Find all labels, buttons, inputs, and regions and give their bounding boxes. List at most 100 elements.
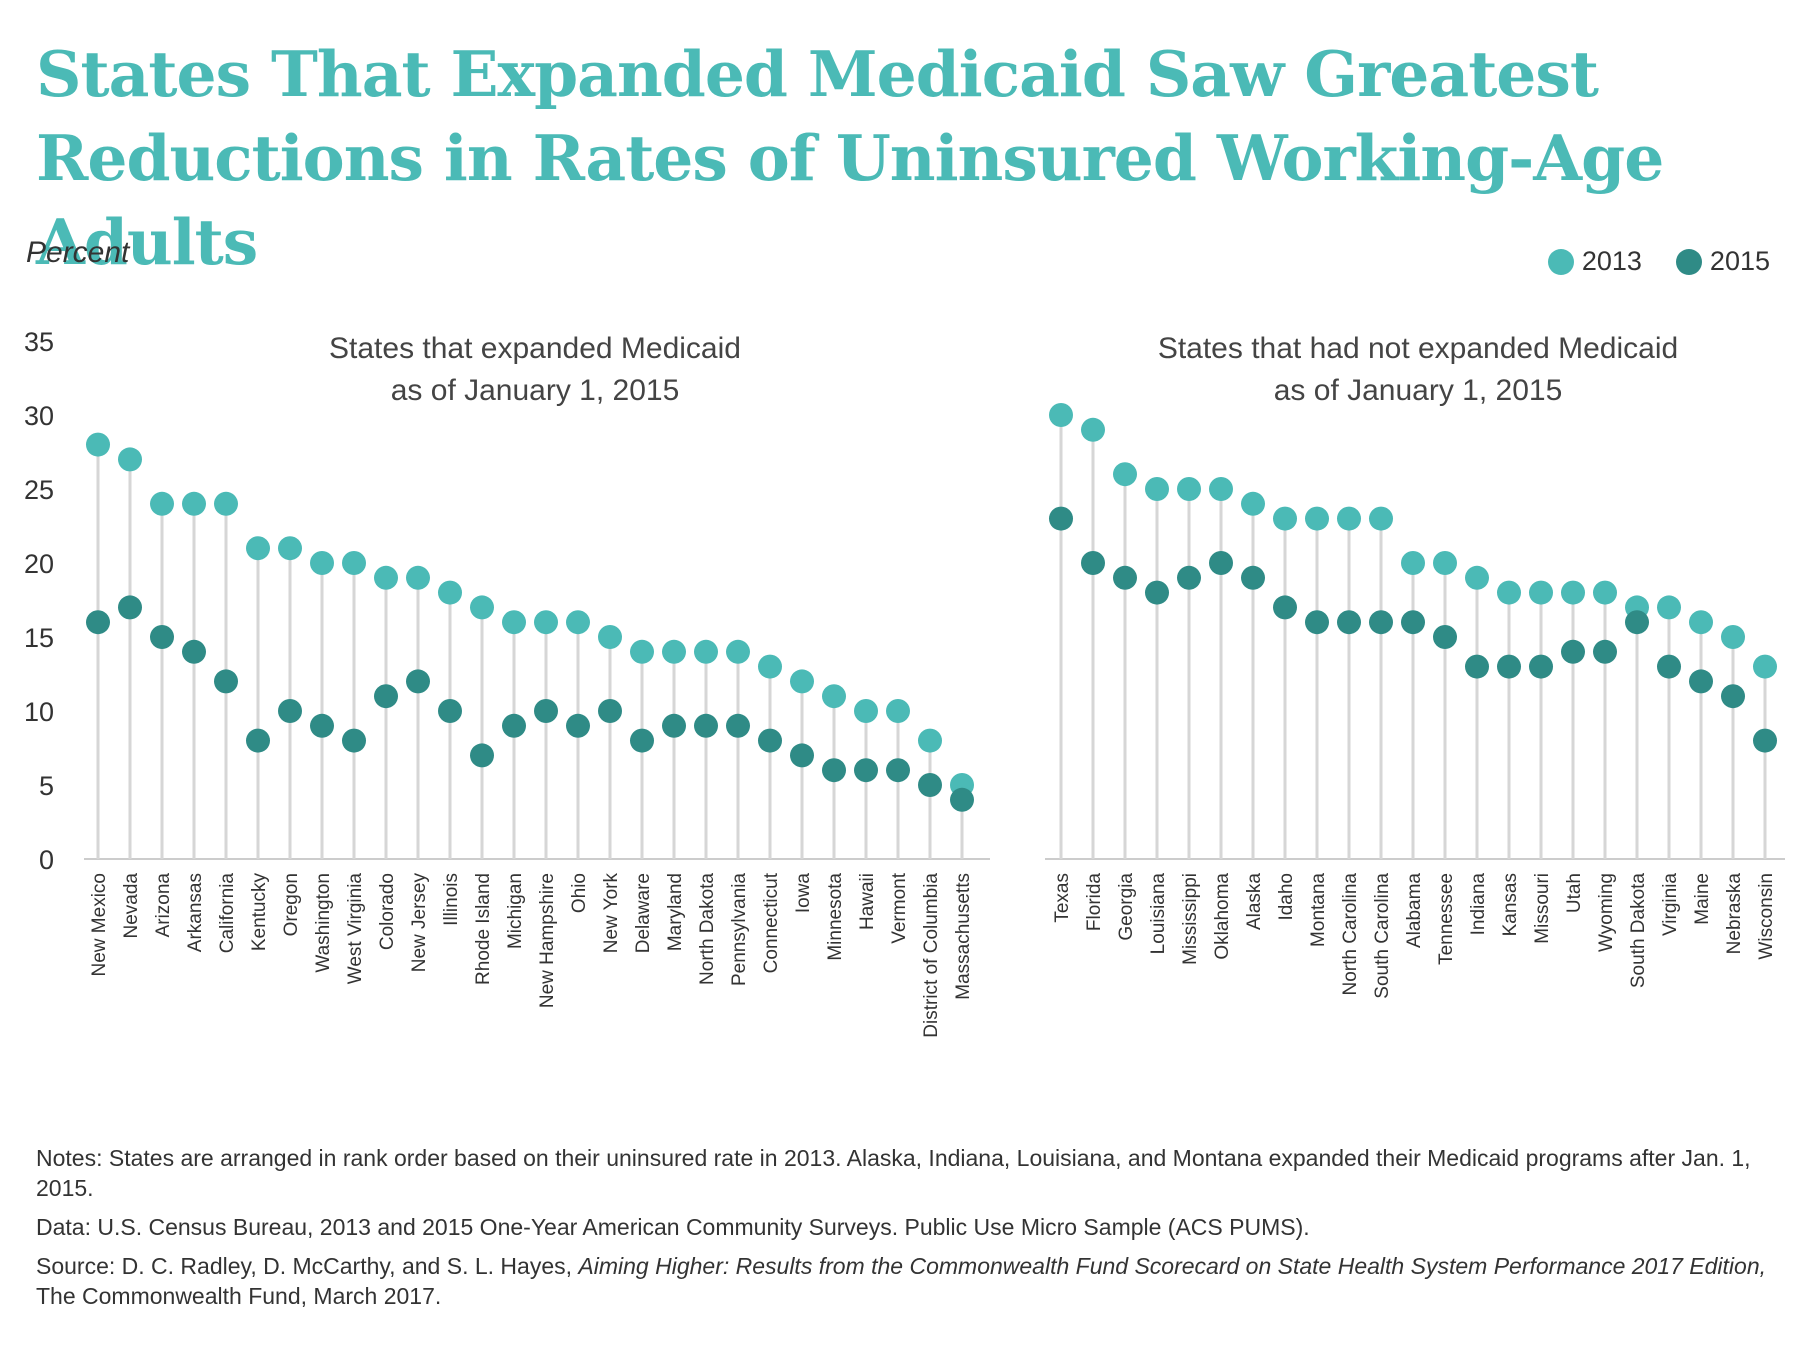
point-2013-louisiana — [1145, 477, 1169, 501]
point-2013-iowa — [790, 669, 814, 694]
point-2013-michigan — [502, 610, 526, 635]
point-2015-nevada — [118, 595, 142, 620]
y-tick-label-25: 25 — [24, 475, 54, 505]
point-2013-montana — [1305, 506, 1329, 531]
point-2013-texas — [1049, 403, 1073, 427]
x-tick-label-alabama: Alabama — [1404, 873, 1425, 948]
panel-1-title-line-1: States that expanded Medicaid — [329, 332, 741, 365]
point-2013-nevada — [118, 447, 142, 472]
x-tick-label-utah: Utah — [1564, 873, 1585, 913]
point-2015-pennsylvania — [726, 713, 750, 738]
point-2015-rhode-island — [470, 743, 494, 768]
x-tick-label-vermont: Vermont — [889, 872, 910, 943]
y-tick-label-10: 10 — [24, 697, 54, 727]
point-2013-wyoming — [1593, 580, 1617, 605]
x-tick-label-idaho: Idaho — [1276, 873, 1297, 921]
source-suffix: The Commonwealth Fund, March 2017. — [36, 1283, 442, 1309]
point-2013-alaska — [1241, 491, 1265, 516]
x-tick-label-new-jersey: New Jersey — [409, 873, 430, 973]
point-2013-new-mexico — [86, 432, 110, 457]
x-tick-label-virginia: Virginia — [1660, 873, 1681, 936]
source-title: Aiming Higher: Results from the Commonwe… — [578, 1253, 1767, 1279]
source-citation: Source: D. C. Radley, D. McCarthy, and S… — [36, 1251, 1776, 1311]
point-2015-ohio — [566, 713, 590, 738]
panel-1-title-line-2: as of January 1, 2015 — [391, 374, 680, 407]
x-tick-label-california: California — [217, 873, 238, 954]
point-2013-west-virginia — [342, 551, 366, 575]
point-2013-arizona — [150, 491, 174, 516]
point-2015-south-carolina — [1369, 610, 1393, 635]
x-tick-label-florida: Florida — [1084, 873, 1105, 932]
point-2013-north-carolina — [1337, 506, 1361, 531]
point-2013-new-york — [598, 625, 622, 649]
point-2013-tennessee — [1433, 551, 1457, 575]
y-tick-label-0: 0 — [39, 845, 54, 875]
x-tick-label-arkansas: Arkansas — [185, 873, 206, 952]
point-2013-utah — [1561, 580, 1585, 605]
x-tick-label-georgia: Georgia — [1116, 873, 1137, 941]
point-2013-georgia — [1113, 462, 1137, 487]
point-2015-nebraska — [1721, 684, 1745, 709]
point-2013-wisconsin — [1753, 654, 1777, 679]
y-axis-label: Percent — [26, 236, 130, 269]
point-2013-north-dakota — [694, 639, 718, 664]
y-tick-label-15: 15 — [24, 623, 54, 653]
point-2015-utah — [1561, 639, 1585, 664]
x-tick-label-maryland: Maryland — [665, 873, 686, 951]
point-2013-missouri — [1529, 580, 1553, 605]
x-tick-label-connecticut: Connecticut — [761, 872, 782, 973]
point-2013-washington — [310, 551, 334, 575]
point-2013-illinois — [438, 580, 462, 605]
point-2013-pennsylvania — [726, 639, 750, 664]
legend-label-2013: 2013 — [1581, 246, 1642, 276]
x-tick-label-colorado: Colorado — [377, 873, 398, 950]
notes-text: Notes: States are arranged in rank order… — [36, 1145, 1751, 1201]
title-line-1: States That Expanded Medicaid Saw Greate… — [36, 37, 1599, 111]
point-2015-connecticut — [758, 728, 782, 753]
x-tick-label-kentucky: Kentucky — [249, 873, 270, 952]
legend-swatch-2013 — [1547, 248, 1574, 275]
point-2013-idaho — [1273, 506, 1297, 531]
point-2015-massachusetts — [950, 787, 974, 812]
x-tick-label-oregon: Oregon — [281, 873, 302, 936]
point-2015-vermont — [886, 758, 910, 783]
x-tick-label-minnesota: Minnesota — [825, 873, 846, 961]
point-2015-new-hampshire — [534, 699, 558, 723]
point-2013-arkansas — [182, 491, 206, 516]
x-tick-label-district-of-columbia: District of Columbia — [921, 873, 942, 1038]
x-tick-label-arizona: Arizona — [153, 873, 174, 938]
x-tick-label-ohio: Ohio — [569, 873, 590, 913]
x-tick-label-michigan: Michigan — [505, 873, 526, 949]
legend-label-2015: 2015 — [1709, 246, 1770, 276]
panel-2-title-line-1: States that had not expanded Medicaid — [1158, 332, 1678, 365]
point-2015-florida — [1081, 551, 1105, 575]
x-tick-label-washington: Washington — [313, 873, 334, 973]
x-tick-label-delaware: Delaware — [633, 873, 654, 953]
point-2013-ohio — [566, 610, 590, 635]
point-2015-north-dakota — [694, 713, 718, 738]
point-2013-new-hampshire — [534, 610, 558, 635]
point-2013-florida — [1081, 417, 1105, 442]
point-2015-wyoming — [1593, 639, 1617, 664]
point-2015-hawaii — [854, 758, 878, 783]
x-tick-label-new-mexico: New Mexico — [89, 873, 110, 976]
point-2015-michigan — [502, 713, 526, 738]
point-2013-indiana — [1465, 565, 1489, 590]
source-prefix: Source: D. C. Radley, D. McCarthy, and S… — [36, 1253, 579, 1279]
x-tick-label-illinois: Illinois — [441, 873, 462, 926]
point-2015-colorado — [374, 684, 398, 709]
x-tick-label-wisconsin: Wisconsin — [1756, 873, 1777, 960]
point-2013-hawaii — [854, 699, 878, 723]
x-tick-label-west-virginia: West Virginia — [345, 873, 366, 985]
point-2015-kansas — [1497, 654, 1521, 679]
point-2013-alabama — [1401, 551, 1425, 575]
y-tick-label-5: 5 — [39, 771, 54, 801]
point-2013-virginia — [1657, 595, 1681, 620]
legend-item-2015: 2015 — [1675, 246, 1770, 277]
point-2015-alabama — [1401, 610, 1425, 635]
point-2013-minnesota — [822, 684, 846, 709]
panel-2-title-line-2: as of January 1, 2015 — [1274, 374, 1563, 407]
x-tick-label-wyoming: Wyoming — [1596, 873, 1617, 952]
point-2015-texas — [1049, 506, 1073, 531]
point-2015-louisiana — [1145, 580, 1169, 605]
